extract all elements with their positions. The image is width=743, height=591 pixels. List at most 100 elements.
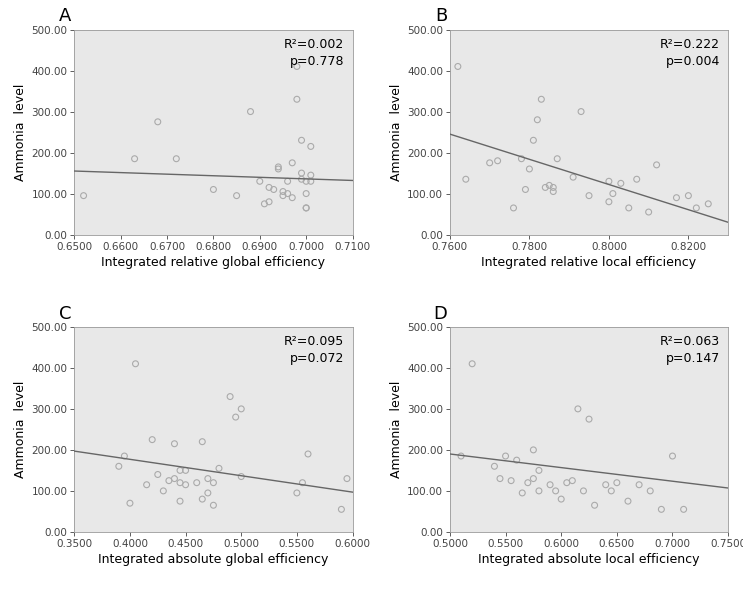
Point <box>507 203 519 213</box>
Y-axis label: Ammonia  level: Ammonia level <box>14 381 27 478</box>
Point <box>291 488 303 498</box>
Point <box>655 505 667 514</box>
Point <box>670 193 682 202</box>
Point <box>623 203 635 213</box>
Point <box>488 462 500 471</box>
Point <box>254 177 266 186</box>
Point <box>555 494 567 504</box>
Point <box>169 474 181 483</box>
Point <box>528 135 539 145</box>
Point <box>505 476 517 485</box>
Point <box>207 185 219 194</box>
Point <box>611 478 623 488</box>
Point <box>267 185 279 194</box>
X-axis label: Integrated relative global efficiency: Integrated relative global efficiency <box>101 256 325 269</box>
Point <box>291 95 303 104</box>
Point <box>244 107 256 116</box>
Point <box>124 498 136 508</box>
X-axis label: Integrated absolute local efficiency: Integrated absolute local efficiency <box>478 553 700 566</box>
Point <box>633 480 645 489</box>
Point <box>170 154 182 164</box>
Point <box>196 437 208 446</box>
Point <box>536 95 548 104</box>
Point <box>169 439 181 449</box>
Point <box>583 191 595 200</box>
Point <box>230 413 241 422</box>
Point <box>163 476 175 485</box>
Point <box>460 174 472 184</box>
Point <box>296 174 308 184</box>
Point <box>522 478 533 488</box>
Point <box>129 359 141 369</box>
Point <box>286 158 298 168</box>
Point <box>291 61 303 71</box>
Point <box>113 462 125 471</box>
Text: A: A <box>59 8 71 25</box>
Point <box>494 474 506 483</box>
Text: R²=0.095
p=0.072: R²=0.095 p=0.072 <box>284 335 344 365</box>
Point <box>180 466 192 475</box>
Point <box>335 505 347 514</box>
Point <box>273 164 285 174</box>
Point <box>305 177 317 186</box>
Point <box>146 435 158 444</box>
Point <box>207 501 219 510</box>
Point <box>296 168 308 178</box>
Point <box>524 164 536 174</box>
Point <box>607 189 619 199</box>
Point <box>300 189 312 199</box>
Point <box>202 474 214 483</box>
Point <box>644 486 656 496</box>
Point <box>118 452 130 461</box>
Point <box>273 162 285 171</box>
Point <box>300 203 312 213</box>
Y-axis label: Ammonia  level: Ammonia level <box>14 83 27 181</box>
Point <box>196 494 208 504</box>
Point <box>600 480 611 489</box>
Point <box>224 392 236 401</box>
Point <box>341 474 353 483</box>
Point <box>544 480 556 489</box>
Point <box>263 197 275 206</box>
Point <box>690 203 702 213</box>
Point <box>305 142 317 151</box>
Point <box>575 107 587 116</box>
Point <box>533 486 545 496</box>
Point <box>263 183 275 192</box>
Point <box>519 185 531 194</box>
Point <box>567 173 579 182</box>
Point <box>622 496 634 506</box>
Point <box>651 160 663 170</box>
Point <box>551 154 563 164</box>
Point <box>543 181 555 190</box>
Point <box>286 193 298 202</box>
Text: C: C <box>59 305 71 323</box>
Point <box>282 189 293 199</box>
Point <box>277 187 289 196</box>
Point <box>510 456 522 465</box>
Text: R²=0.002
p=0.778: R²=0.002 p=0.778 <box>284 38 344 68</box>
Point <box>492 156 504 165</box>
Point <box>539 183 551 192</box>
X-axis label: Integrated relative local efficiency: Integrated relative local efficiency <box>481 256 697 269</box>
Point <box>282 177 293 186</box>
Point <box>606 486 617 496</box>
Point <box>666 452 678 461</box>
Point <box>296 135 308 145</box>
Point <box>158 486 169 496</box>
Point <box>533 466 545 475</box>
Point <box>77 191 89 200</box>
Point <box>129 154 140 164</box>
Point <box>466 359 478 369</box>
Point <box>300 177 312 186</box>
Point <box>302 449 314 459</box>
Point <box>452 61 464 71</box>
Point <box>152 117 163 126</box>
Point <box>603 197 615 206</box>
Point <box>615 178 627 188</box>
Point <box>174 496 186 506</box>
Point <box>277 191 289 200</box>
Point <box>548 187 559 196</box>
Point <box>566 476 578 485</box>
Point <box>499 452 511 461</box>
